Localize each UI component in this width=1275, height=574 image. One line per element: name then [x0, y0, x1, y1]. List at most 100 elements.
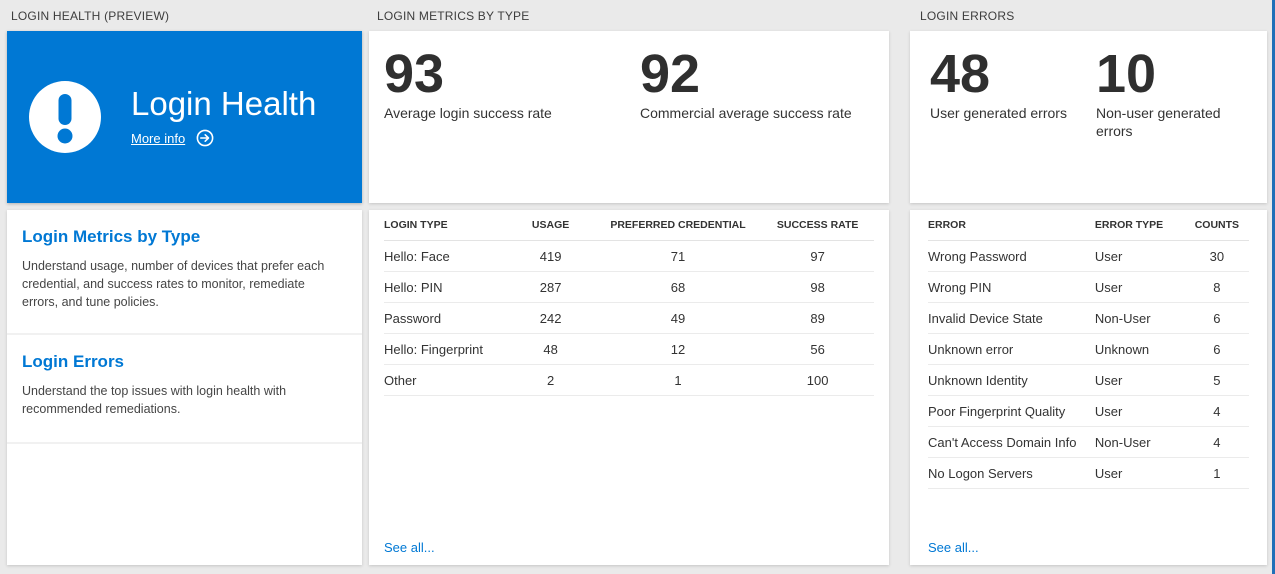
table-cell: 4 [1184, 395, 1249, 427]
table-cell: 242 [506, 302, 595, 334]
table-cell: Other [384, 364, 507, 396]
metrics-table-card: LOGIN TYPE USAGE PREFERRED CREDENTIAL SUCCE… [369, 210, 889, 565]
stat-label: Non-user generated errors [1096, 105, 1221, 139]
section-description: Understand usage, number of devices that… [22, 259, 325, 309]
errors-table-card: ERROR ERROR TYPE COUNTS Wrong Password User 3… [910, 210, 1267, 565]
table-cell: User [1094, 364, 1185, 396]
table-cell: Unknown [1094, 333, 1185, 365]
stat-value: 93 [384, 44, 445, 104]
table-cell: Invalid Device State [928, 302, 1095, 334]
column-header: SUCCESS RATE [761, 210, 874, 241]
table-row: Hello: PIN 287 68 98 [384, 271, 874, 303]
more-info-link[interactable]: More info [131, 130, 186, 146]
table-row: Password 242 49 89 [384, 302, 874, 334]
table-cell: Hello: Fingerprint [384, 333, 507, 365]
column-header: ERROR [928, 210, 1095, 241]
panel-title-login-metrics: LOGIN METRICS BY TYPE [377, 8, 530, 23]
arrow-right-circle-icon[interactable] [196, 129, 214, 147]
see-all-link[interactable]: See all... [928, 540, 979, 555]
table-cell: 419 [506, 240, 595, 272]
section-title[interactable]: Login Metrics by Type [22, 227, 201, 246]
stat-label: User generated errors [930, 105, 1067, 121]
column-header: PREFERRED CREDENTIAL [594, 210, 762, 241]
panel-title-login-health: LOGIN HEALTH (PREVIEW) [11, 8, 170, 23]
table-cell: Can't Access Domain Info [928, 426, 1095, 458]
table-cell: No Logon Servers [928, 457, 1095, 489]
table-header-row: LOGIN TYPE USAGE PREFERRED CREDENTIAL SUCCE… [384, 210, 874, 241]
stat-value: 10 [1096, 44, 1157, 104]
table-cell: Non-User [1094, 426, 1185, 458]
table-cell: 8 [1184, 271, 1249, 303]
table-cell: 30 [1184, 240, 1249, 272]
column-header: LOGIN TYPE [384, 210, 507, 241]
table-cell: Hello: PIN [384, 271, 507, 303]
table-row: No Logon Servers User 1 [928, 457, 1249, 489]
table-cell: Non-User [1094, 302, 1185, 334]
stat-label: Average login success rate [384, 105, 552, 121]
table-cell: Wrong Password [928, 240, 1095, 272]
table-cell: User [1094, 271, 1185, 303]
table-cell: User [1094, 240, 1185, 272]
section-login-metrics-by-type[interactable]: Login Metrics by Type Understand usage, … [7, 210, 362, 335]
login-metrics-table: LOGIN TYPE USAGE PREFERRED CREDENTIAL SUCCE… [384, 210, 874, 396]
column-header: USAGE [506, 210, 595, 241]
table-row: Hello: Fingerprint 48 12 56 [384, 333, 874, 365]
login-errors-table: ERROR ERROR TYPE COUNTS Wrong Password User 3… [928, 210, 1249, 489]
section-title[interactable]: Login Errors [22, 352, 125, 371]
stat-label: Commercial average success rate [640, 105, 852, 121]
login-health-tile[interactable]: Login Health More info [7, 31, 362, 203]
panel-login-metrics: LOGIN METRICS BY TYPE 93 Average login s… [369, 0, 889, 565]
section-login-errors[interactable]: Login Errors Understand the top issues w… [7, 335, 362, 444]
table-row: Hello: Face 419 71 97 [384, 240, 874, 272]
column-header: COUNTS [1184, 210, 1249, 241]
table-cell: 6 [1184, 302, 1249, 334]
stat-value: 48 [930, 44, 991, 104]
table-cell: Unknown Identity [928, 364, 1095, 396]
table-cell: 68 [594, 271, 762, 303]
table-row: Unknown Identity User 5 [928, 364, 1249, 396]
table-cell: 89 [761, 302, 874, 334]
stat-average-success-rate: 93 Average login success rate [384, 47, 640, 203]
table-cell: 5 [1184, 364, 1249, 396]
table-row: Invalid Device State Non-User 6 [928, 302, 1249, 334]
panel-login-errors: LOGIN ERRORS 48 User generated errors 10… [910, 0, 1267, 565]
table-cell: 71 [594, 240, 762, 272]
stat-non-user-errors: 10 Non-user generated errors [1096, 47, 1236, 203]
errors-stats-card: 48 User generated errors 10 Non-user gen… [910, 31, 1267, 203]
table-row: Unknown error Unknown 6 [928, 333, 1249, 365]
table-row: Wrong PIN User 8 [928, 271, 1249, 303]
health-links-card: Login Metrics by Type Understand usage, … [7, 210, 362, 565]
section-description: Understand the top issues with login hea… [22, 384, 287, 417]
table-cell: Poor Fingerprint Quality [928, 395, 1095, 427]
table-cell: 6 [1184, 333, 1249, 365]
table-cell: 97 [761, 240, 874, 272]
table-cell: 4 [1184, 426, 1249, 458]
tile-text: Login Health More info [131, 86, 316, 148]
table-cell: 2 [506, 364, 595, 396]
table-cell: Password [384, 302, 507, 334]
table-cell: Hello: Face [384, 240, 507, 272]
table-row: Other 2 1 100 [384, 364, 874, 396]
table-header-row: ERROR ERROR TYPE COUNTS [928, 210, 1249, 241]
table-cell: 98 [761, 271, 874, 303]
table-cell: 48 [506, 333, 595, 365]
see-all-link[interactable]: See all... [384, 540, 435, 555]
table-cell: 1 [594, 364, 762, 396]
stat-commercial-success-rate: 92 Commercial average success rate [640, 47, 896, 203]
stat-user-errors: 48 User generated errors [930, 47, 1096, 203]
table-cell: Wrong PIN [928, 271, 1095, 303]
column-header: ERROR TYPE [1094, 210, 1185, 241]
table-row: Poor Fingerprint Quality User 4 [928, 395, 1249, 427]
table-cell: User [1094, 395, 1185, 427]
table-cell: User [1094, 457, 1185, 489]
panel-title-login-errors: LOGIN ERRORS [920, 8, 1015, 23]
table-row: Wrong Password User 30 [928, 240, 1249, 272]
table-row: Can't Access Domain Info Non-User 4 [928, 426, 1249, 458]
metrics-stats-card: 93 Average login success rate 92 Commerc… [369, 31, 889, 203]
stat-value: 92 [640, 44, 701, 104]
table-cell: 56 [761, 333, 874, 365]
panel-login-health: LOGIN HEALTH (PREVIEW) Login Health More… [7, 0, 362, 565]
table-cell: 12 [594, 333, 762, 365]
table-cell: 49 [594, 302, 762, 334]
